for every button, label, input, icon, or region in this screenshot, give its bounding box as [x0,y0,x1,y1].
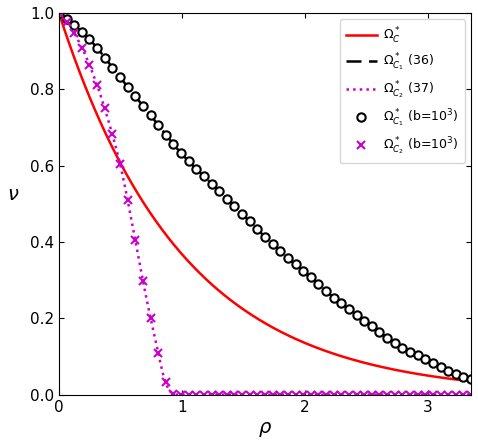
$\Omega_C^*$ [354,358,359,363]
$\Omega_C^*$ [56,10,62,16]
$\Omega_C^*$ [190,264,196,269]
$\Omega_{C_2}^*$ (b=10$^3$) [468,392,474,397]
$\Omega_{C_2}^*$ (37) [316,392,322,397]
$\Omega_{C_1}^*$ (b=10$^3$) [209,181,215,186]
$\Omega_{C_2}^*$ (37) [220,392,226,397]
$\Omega_C^*$ [356,359,361,364]
$\Omega_C^*$ [468,379,474,384]
X-axis label: $\rho$: $\rho$ [258,420,272,439]
$\Omega_{C_1}^*$ (36) [468,377,474,382]
$\Omega_{C_1}^*$ (b=10$^3$) [102,55,108,60]
$\Omega_{C_1}^*$ (b=10$^3$) [423,356,428,362]
$\Omega_{C_1}^*$ (b=10$^3$) [132,94,138,99]
$\Omega_{C_2}^*$ (37) [106,118,111,124]
$\Omega_C^*$ [106,137,111,142]
Line: $\Omega_{C_1}^*$ (b=10$^3$): $\Omega_{C_1}^*$ (b=10$^3$) [55,9,475,384]
$\Omega_{C_1}^*$ (36) [56,10,62,16]
$\Omega_{C_1}^*$ (36) [356,314,361,319]
$\Omega_{C_2}^*$ (37) [357,392,362,397]
Y-axis label: $\nu$: $\nu$ [7,185,19,204]
$\Omega_{C_1}^*$ (b=10$^3$) [56,10,62,16]
$\Omega_{C_1}^*$ (36) [190,163,196,169]
$\Omega_{C_2}^*$ (b=10$^3$) [102,106,108,111]
$\Omega_{C_2}^*$ (b=10$^3$) [461,392,467,397]
$\Omega_{C_2}^*$ (b=10$^3$) [430,392,436,397]
$\Omega_C^*$ [315,346,321,351]
$\Omega_{C_1}^*$ (b=10$^3$) [468,377,474,382]
$\Omega_{C_2}^*$ (b=10$^3$) [132,237,138,242]
Line: $\Omega_{C_1}^*$ (36): $\Omega_{C_1}^*$ (36) [59,13,471,380]
$\Omega_{C_2}^*$ (b=10$^3$) [56,10,62,16]
$\Omega_{C_2}^*$ (37) [355,392,360,397]
$\Omega_{C_1}^*$ (36) [219,191,225,197]
$\Omega_{C_2}^*$ (b=10$^3$) [155,350,161,355]
$\Omega_{C_2}^*$ (37) [56,10,62,16]
$\Omega_{C_1}^*$ (b=10$^3$) [155,122,161,128]
$\Omega_{C_2}^*$ (37) [191,392,197,397]
$\Omega_{C_1}^*$ (36) [354,312,359,318]
$\Omega_C^*$ [219,291,225,296]
$\Omega_{C_2}^*$ (37) [468,392,474,397]
$\Omega_{C_2}^*$ (b=10$^3$) [217,392,222,397]
$\Omega_{C_2}^*$ (b=10$^3$) [178,392,184,397]
Legend: $\Omega_C^*$, $\Omega_{C_1}^*$ (36), $\Omega_{C_2}^*$ (37), $\Omega_{C_1}^*$ (b=: $\Omega_C^*$, $\Omega_{C_1}^*$ (36), $\O… [339,19,465,163]
$\Omega_{C_1}^*$ (36) [315,281,321,287]
$\Omega_{C_1}^*$ (36) [106,60,111,65]
$\Omega_{C_2}^*$ (37) [174,392,180,397]
Line: $\Omega_{C_2}^*$ (b=10$^3$): $\Omega_{C_2}^*$ (b=10$^3$) [55,9,475,399]
Line: $\Omega_{C_2}^*$ (37): $\Omega_{C_2}^*$ (37) [59,13,471,395]
$\Omega_{C_1}^*$ (b=10$^3$) [461,374,467,380]
Line: $\Omega_C^*$: $\Omega_C^*$ [59,13,471,381]
